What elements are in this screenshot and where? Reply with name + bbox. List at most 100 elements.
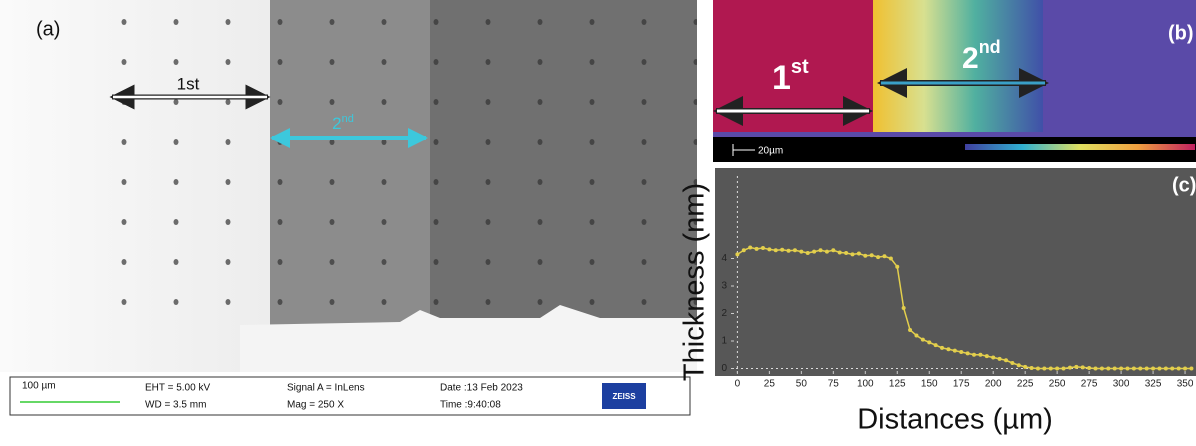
y-tick-label: 3	[721, 281, 727, 292]
data-point	[959, 350, 963, 354]
label-base: 1	[772, 59, 791, 97]
x-tick-label: 300	[1113, 379, 1130, 390]
data-point	[908, 328, 912, 332]
data-point	[876, 255, 880, 259]
data-point	[844, 251, 848, 255]
data-point	[863, 254, 867, 258]
data-point	[748, 246, 752, 250]
x-tick-label: 25	[764, 379, 776, 390]
data-point	[1132, 367, 1136, 371]
data-point	[1189, 367, 1193, 371]
data-point	[780, 248, 784, 252]
data-point	[895, 265, 899, 269]
info-text: WD = 3.5 mm	[145, 400, 206, 411]
data-point	[793, 248, 797, 252]
data-point	[1106, 367, 1110, 371]
y-tick-label: 4	[721, 253, 727, 264]
x-tick-label: 275	[1081, 379, 1098, 390]
data-point	[755, 247, 759, 251]
x-tick-label: 75	[828, 379, 840, 390]
data-point	[857, 252, 861, 256]
info-text: Date :13 Feb 2023	[440, 383, 523, 394]
data-point	[1087, 366, 1091, 370]
data-point	[774, 248, 778, 252]
data-point	[819, 248, 823, 252]
data-point	[1036, 367, 1040, 371]
info-text: Time :9:40:08	[440, 400, 501, 411]
data-point	[870, 253, 874, 257]
data-point	[902, 306, 906, 310]
x-tick-label: 325	[1145, 379, 1162, 390]
x-tick-label: 225	[1017, 379, 1034, 390]
data-point	[921, 338, 925, 342]
data-point	[1170, 367, 1174, 371]
x-axis-label: Distances (µm)	[857, 404, 1053, 436]
data-point	[972, 353, 976, 357]
data-point	[966, 351, 970, 355]
data-point	[812, 250, 816, 254]
label-sup: nd	[979, 37, 1001, 57]
data-point	[1030, 366, 1034, 370]
plot-background	[715, 168, 1196, 376]
data-point	[934, 343, 938, 347]
x-tick-label: 50	[796, 379, 808, 390]
data-point	[1049, 367, 1053, 371]
data-point	[1010, 361, 1014, 365]
data-point	[946, 347, 950, 351]
data-point	[735, 252, 739, 256]
data-point	[1113, 367, 1117, 371]
y-tick-label: 0	[721, 363, 727, 374]
data-point	[1055, 367, 1059, 371]
sem-info-bar: 100 µm EHT = 5.00 kV WD = 3.5 mm Signal …	[10, 377, 690, 415]
data-point	[787, 249, 791, 253]
y-tick-label: 1	[721, 336, 727, 347]
info-text: Signal A = InLens	[287, 383, 365, 394]
data-point	[1042, 367, 1046, 371]
data-point	[1138, 367, 1142, 371]
data-point	[953, 349, 957, 353]
scale-label: 20µm	[758, 146, 783, 157]
data-point	[1151, 367, 1155, 371]
x-tick-label: 200	[985, 379, 1002, 390]
data-point	[1094, 367, 1098, 371]
arrow-label: 1st	[177, 74, 200, 93]
data-point	[882, 254, 886, 258]
data-point	[991, 356, 995, 360]
panel-label: (a)	[36, 18, 60, 40]
data-point	[998, 357, 1002, 361]
brand-logo: ZEISS	[612, 392, 636, 401]
data-point	[889, 257, 893, 261]
data-point	[767, 247, 771, 251]
label-base: 2	[332, 114, 341, 133]
data-point	[742, 248, 746, 252]
data-point	[1081, 365, 1085, 369]
data-point	[1017, 363, 1021, 367]
data-point	[927, 340, 931, 344]
data-point	[1074, 365, 1078, 369]
data-point	[825, 250, 829, 254]
data-point	[1157, 367, 1161, 371]
info-text: Mag = 250 X	[287, 400, 344, 411]
y-tick-label: 2	[721, 308, 727, 319]
data-point	[985, 354, 989, 358]
data-point	[799, 250, 803, 254]
info-text: EHT = 5.00 kV	[145, 383, 210, 394]
data-point	[851, 252, 855, 256]
x-tick-label: 350	[1177, 379, 1194, 390]
x-tick-label: 150	[921, 379, 938, 390]
data-point	[1145, 367, 1149, 371]
x-tick-label: 125	[889, 379, 906, 390]
data-point	[838, 250, 842, 254]
data-point	[1119, 367, 1123, 371]
panel-label: (c)	[1172, 174, 1196, 196]
data-point	[761, 246, 765, 250]
label-sup: st	[791, 56, 809, 78]
data-point	[1177, 367, 1181, 371]
x-tick-label: 250	[1049, 379, 1066, 390]
data-point	[1164, 367, 1168, 371]
data-point	[806, 251, 810, 255]
data-point	[831, 248, 835, 252]
data-point	[914, 334, 918, 338]
x-tick-label: 0	[735, 379, 741, 390]
x-tick-label: 175	[953, 379, 970, 390]
